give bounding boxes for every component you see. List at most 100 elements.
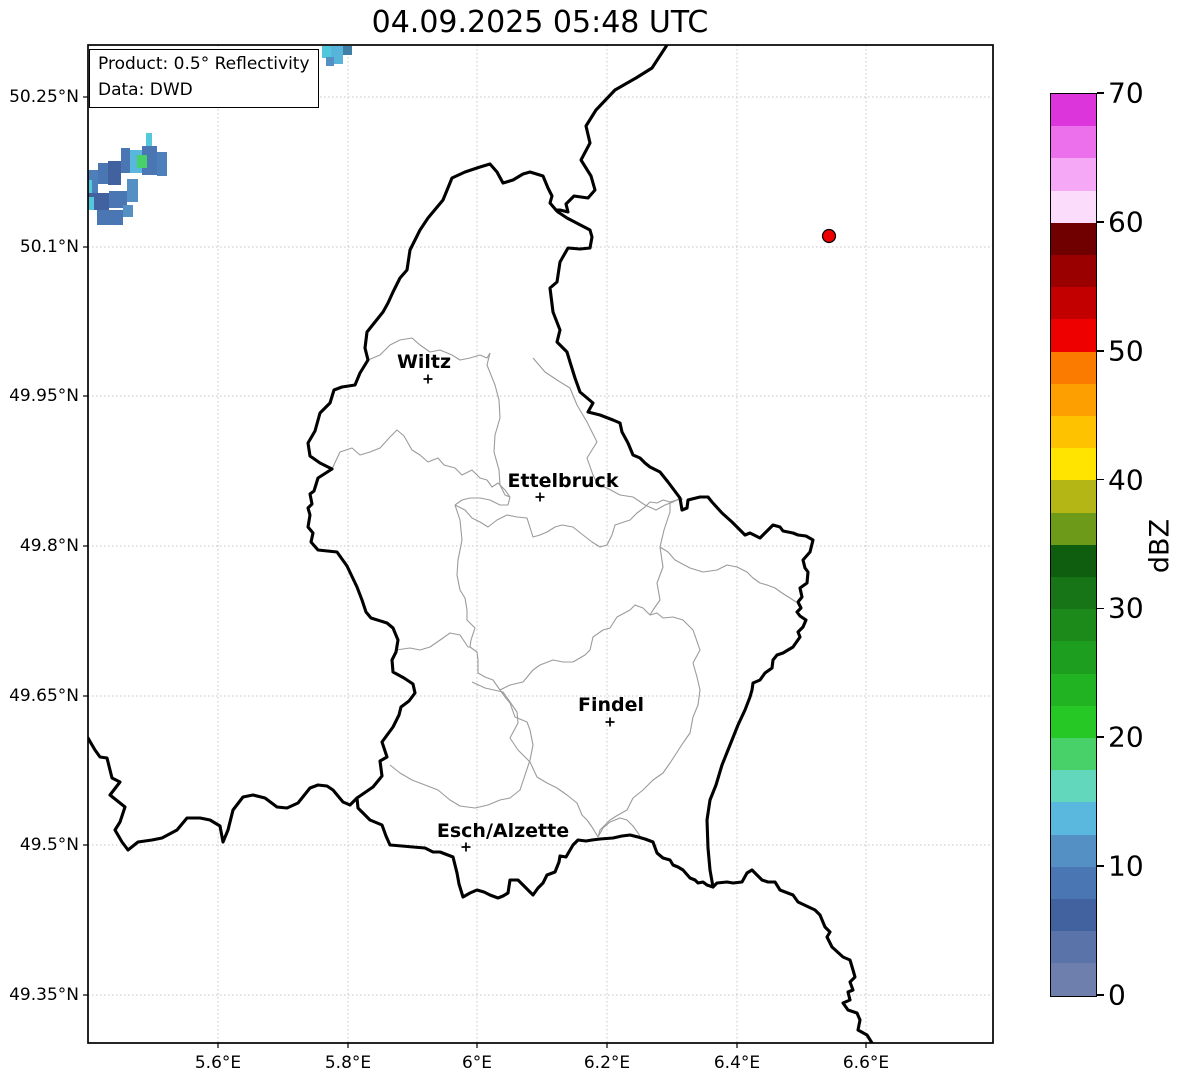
colorbar-tick-mark	[1097, 349, 1104, 352]
district-border-path	[389, 689, 534, 809]
colorbar	[1050, 93, 1097, 997]
colorbar-tick-label: 10	[1108, 849, 1144, 883]
city-layer: Wiltz Ettelbruck Findel Esch/Alzette	[397, 351, 644, 852]
colorbar-segment	[1051, 448, 1096, 481]
colorbar-segment	[1051, 899, 1096, 932]
x-tick-label: 6.6°E	[842, 1053, 890, 1073]
city-marker	[461, 842, 471, 852]
colorbar-tick-label: 40	[1108, 463, 1144, 497]
y-tick-label: 50.25°N	[9, 87, 79, 107]
colorbar-segment	[1051, 126, 1096, 159]
radar-echo-cell	[108, 161, 121, 185]
district-border-path	[367, 337, 491, 361]
x-tick-label: 5.8°E	[324, 1053, 372, 1073]
district-border-path	[659, 546, 797, 603]
radar-echo-layer	[88, 46, 352, 225]
plot-frame	[87, 44, 994, 1044]
city-marker	[535, 492, 545, 502]
colorbar-segment	[1051, 963, 1096, 996]
colorbar-tick-mark	[1097, 736, 1104, 739]
figure-title: 04.09.2025 05:48 UTC	[371, 5, 709, 40]
y-tick-label: 49.5°N	[19, 835, 79, 855]
colorbar-segment	[1051, 770, 1096, 803]
colorbar-segment	[1051, 222, 1096, 256]
colorbar-tick-mark	[1097, 221, 1104, 223]
district-border-path	[532, 357, 681, 511]
y-tick-label: 50.1°N	[19, 237, 79, 257]
district-borders	[331, 337, 797, 838]
radar-site-dot	[821, 228, 837, 244]
colorbar-tick-mark	[1097, 92, 1104, 94]
colorbar-segment	[1051, 834, 1096, 867]
colorbar-segment	[1051, 738, 1096, 771]
colorbar-segment	[1051, 577, 1096, 610]
colorbar-tick-mark	[1097, 607, 1104, 610]
colorbar-segment	[1051, 383, 1096, 417]
city-marker	[423, 374, 433, 384]
colorbar-segment	[1051, 544, 1096, 578]
border-france-germany-path	[711, 868, 874, 1043]
annotation-box: Product: 0.5° Reflectivity Data: DWD	[89, 49, 319, 108]
colorbar-axis-label: dBZ	[1144, 518, 1176, 574]
district-border-path	[471, 681, 599, 838]
colorbar-segment	[1051, 255, 1096, 288]
radar-echo-cell	[157, 152, 167, 176]
colorbar-segment	[1051, 319, 1096, 352]
colorbar-tick-label: 50	[1108, 334, 1144, 368]
y-tick-label: 49.35°N	[9, 985, 79, 1005]
colorbar-tick-label: 20	[1108, 720, 1144, 754]
x-tick-label: 6.2°E	[583, 1053, 631, 1073]
radar-echo-cell	[322, 46, 333, 58]
colorbar-tick-label: 70	[1108, 76, 1144, 110]
radar-echo-cell	[326, 57, 334, 66]
colorbar-segment	[1051, 609, 1096, 642]
radar-echo-cell	[343, 46, 352, 55]
radar-echo-cell	[88, 170, 98, 193]
district-border-path	[454, 496, 511, 506]
axis-ticks	[83, 96, 867, 1048]
district-border-path	[454, 498, 684, 548]
radar-echo-cell	[97, 210, 123, 225]
colorbar-tick-mark	[1097, 994, 1104, 996]
colorbar-tick-mark	[1097, 865, 1104, 867]
city-label: Wiltz	[397, 351, 451, 373]
y-tick-label: 49.65°N	[9, 686, 79, 706]
annotation-data-source: Data: DWD	[98, 79, 193, 100]
colorbar-segment	[1051, 416, 1096, 449]
colorbar-segment	[1051, 287, 1096, 320]
colorbar-segment	[1051, 866, 1096, 900]
luxembourg-border-path	[306, 162, 815, 900]
x-tick-label: 5.6°E	[194, 1053, 242, 1073]
radar-echo-cell	[123, 205, 133, 217]
colorbar-segment	[1051, 641, 1096, 674]
radar-echo-cell	[88, 180, 92, 194]
colorbar-segment	[1051, 190, 1096, 223]
grid-layer	[88, 45, 993, 1043]
colorbar-segment	[1051, 512, 1096, 545]
district-border-path	[454, 504, 501, 691]
colorbar-segment	[1051, 158, 1096, 191]
district-border-path	[499, 604, 674, 691]
district-border-path	[597, 817, 641, 838]
district-border-path	[649, 502, 671, 616]
x-tick-label: 6°E	[461, 1053, 493, 1073]
city-label: Findel	[578, 694, 644, 716]
district-border-path	[597, 616, 701, 838]
colorbar-tick-mark	[1097, 478, 1104, 481]
colorbar-tick-label: 0	[1108, 978, 1126, 1012]
colorbar-tick-label: 60	[1108, 205, 1144, 239]
colorbar-segment	[1051, 480, 1096, 513]
radar-echo-cell	[88, 197, 94, 210]
border-belgium-germany-path	[554, 45, 669, 214]
radar-echo-cell	[146, 133, 152, 148]
city-marker	[605, 717, 615, 727]
map-layer: Wiltz Ettelbruck Findel Esch/Alzette	[88, 45, 874, 1043]
y-tick-label: 49.95°N	[9, 386, 79, 406]
y-tick-label: 49.8°N	[19, 536, 79, 556]
district-border-path	[486, 352, 511, 498]
x-tick-label: 6.4°E	[713, 1053, 761, 1073]
city-label: Ettelbruck	[508, 470, 619, 492]
colorbar-segment	[1051, 931, 1096, 964]
